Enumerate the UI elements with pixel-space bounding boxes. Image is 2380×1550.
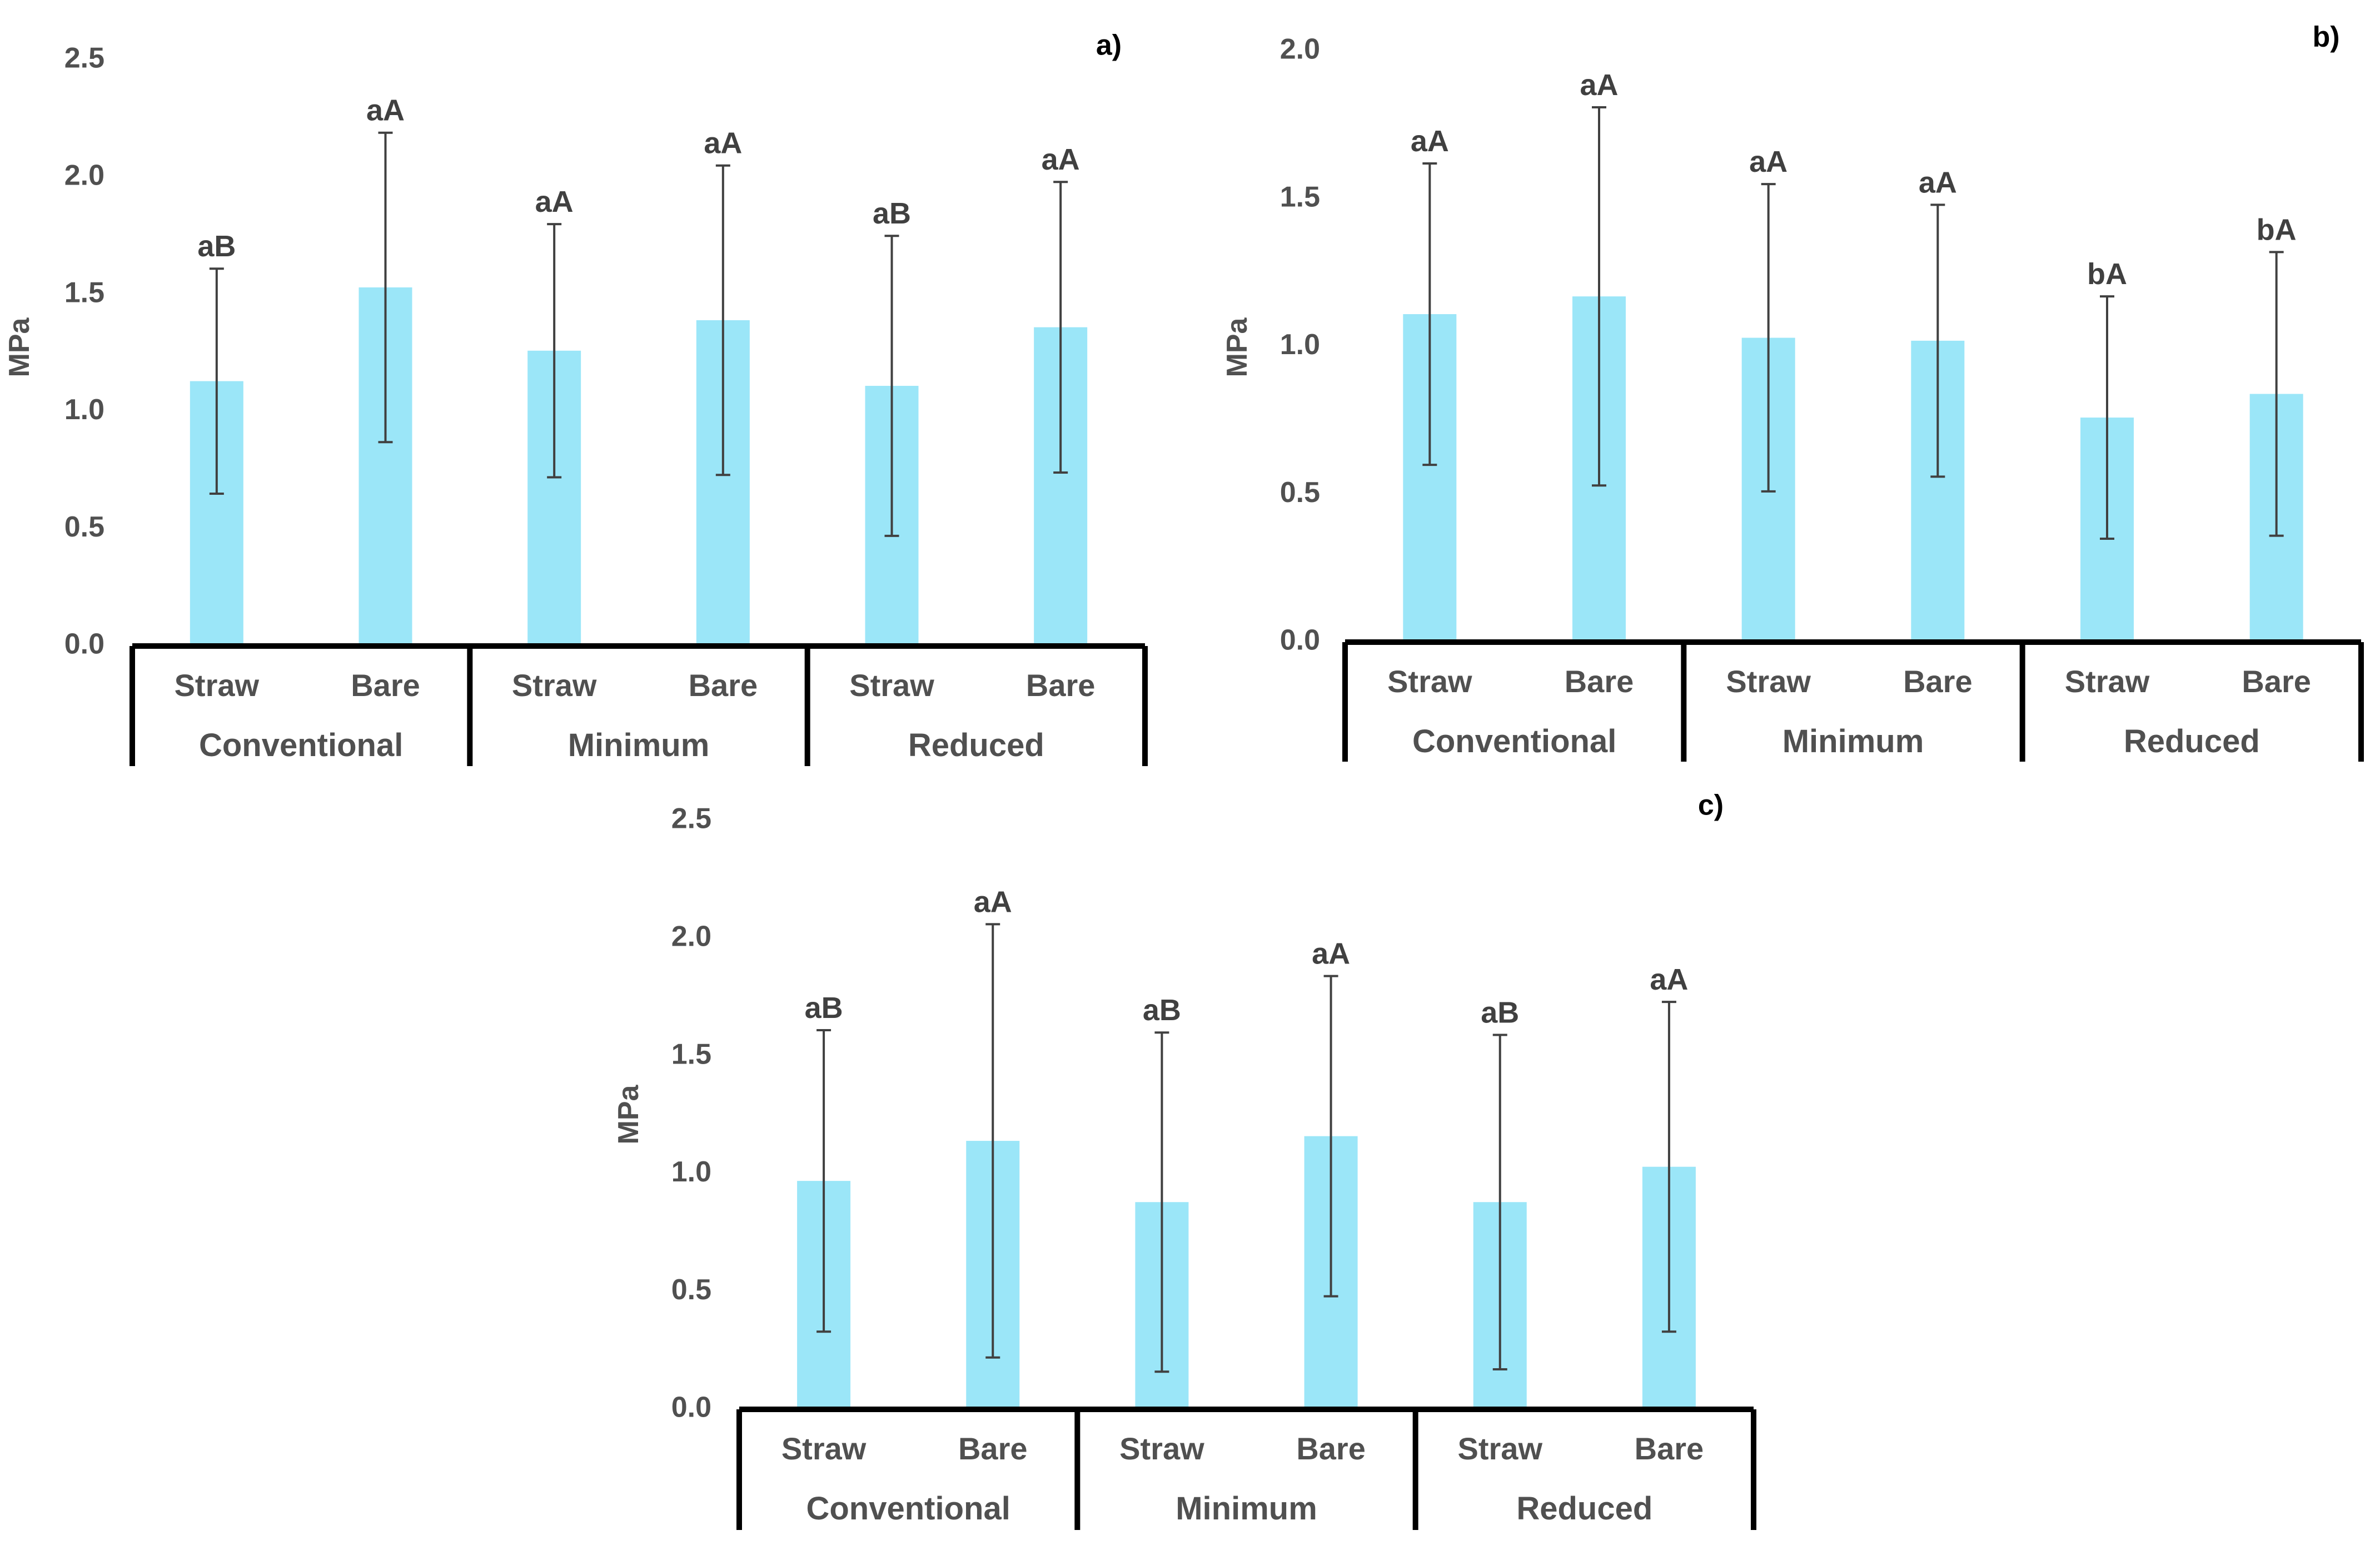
x-tick-label: Straw [512, 668, 597, 703]
y-tick-label: 2.5 [671, 803, 711, 835]
data-label: aA [1919, 166, 1957, 199]
data-label: aA [1749, 145, 1788, 178]
data-label: aB [197, 230, 236, 263]
x-tick-label: Bare [958, 1431, 1028, 1466]
x-tick-label: Bare [1296, 1431, 1366, 1466]
x-tick-label: Straw [781, 1431, 867, 1466]
data-label: aA [1580, 68, 1618, 102]
y-tick-label: 1.0 [64, 394, 104, 426]
data-label: aB [805, 991, 843, 1025]
chart-panel-a: a) MPa 0.0 0.5 1.0 1.5 2.0 2.5 aB aA aA aA aB aA Straw… [3, 29, 1148, 766]
y-axis-title: MPa [3, 317, 36, 377]
group-label: Minimum [1176, 1491, 1317, 1527]
data-label: aA [535, 185, 574, 218]
data-label: aA [1312, 937, 1350, 971]
data-label: bA [2087, 257, 2127, 291]
x-tick-label: Straw [1387, 664, 1472, 699]
group-label: Minimum [1782, 723, 1924, 759]
y-axis-title: MPa [1221, 317, 1253, 377]
x-tick-label: Bare [351, 668, 420, 703]
group-label: Reduced [908, 727, 1044, 763]
data-label: aA [1650, 963, 1688, 996]
data-label: aB [1143, 993, 1181, 1027]
chart-panel-c: c) MPa 0.0 0.5 1.0 1.5 2.0 2.5 aB aA aB aA aB aA Straw… [613, 789, 1756, 1530]
y-axis-title: MPa [613, 1084, 645, 1144]
y-tick-label: 2.0 [64, 160, 104, 192]
x-tick-label: Bare [689, 668, 758, 703]
data-label: aA [704, 127, 742, 160]
y-tick-label: 1.0 [1280, 329, 1320, 361]
group-label: Reduced [1516, 1491, 1652, 1527]
x-tick-label: Straw [1726, 664, 1811, 699]
x-tick-label: Straw [175, 668, 260, 703]
data-label: aB [1481, 996, 1519, 1029]
y-tick-label: 0.0 [1280, 624, 1320, 657]
y-tick-label: 0.0 [64, 628, 104, 660]
y-tick-label: 1.5 [671, 1038, 711, 1070]
y-tick-label: 2.5 [64, 42, 104, 74]
y-tick-label: 0.0 [671, 1392, 711, 1424]
x-tick-label: Bare [1903, 664, 1973, 699]
group-label: Reduced [2124, 723, 2260, 759]
x-tick-label: Straw [2065, 664, 2150, 699]
x-tick-label: Bare [1635, 1431, 1704, 1466]
group-label: Minimum [568, 727, 710, 763]
group-label: Conventional [1412, 723, 1616, 759]
y-tick-label: 2.0 [1280, 33, 1320, 66]
data-label: aA [1042, 143, 1080, 176]
data-label: aB [873, 197, 911, 230]
x-tick-label: Bare [1565, 664, 1634, 699]
x-tick-label: Bare [2242, 664, 2311, 699]
data-label: aA [366, 94, 405, 127]
y-tick-label: 1.0 [671, 1156, 711, 1188]
x-tick-label: Straw [1458, 1431, 1543, 1466]
panel-label: a) [1096, 29, 1122, 62]
panel-label: b) [2312, 21, 2339, 53]
data-label: bA [2257, 213, 2297, 246]
data-label: aA [974, 885, 1012, 918]
panel-label: c) [1698, 789, 1724, 822]
x-tick-label: Straw [849, 668, 934, 703]
y-tick-label: 1.5 [64, 276, 104, 309]
data-label: aA [1411, 125, 1449, 158]
group-label: Conventional [199, 727, 403, 763]
x-tick-label: Straw [1119, 1431, 1204, 1466]
y-tick-label: 2.0 [671, 921, 711, 953]
group-label: Conventional [806, 1491, 1010, 1527]
x-tick-label: Bare [1026, 668, 1096, 703]
y-tick-label: 0.5 [1280, 476, 1320, 509]
y-tick-label: 0.5 [64, 511, 104, 543]
chart-panel-b: b) MPa 0.0 0.5 1.0 1.5 2.0 aA aA aA aA bA bA Straw Bar… [1221, 21, 2364, 762]
y-tick-label: 1.5 [1280, 181, 1320, 213]
y-tick-label: 0.5 [671, 1274, 711, 1306]
